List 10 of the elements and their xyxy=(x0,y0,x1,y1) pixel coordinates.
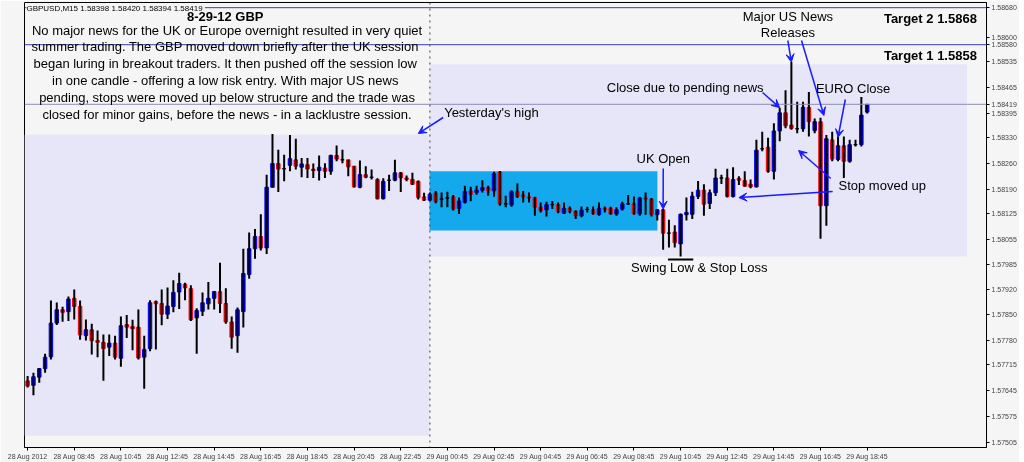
ref-line-label: Target 2 1.5868 xyxy=(883,10,977,26)
ref-line-label: Target 1 1.5858 xyxy=(883,47,977,63)
annotation: Close due to pending news xyxy=(606,80,765,95)
annotation: Stop moved up xyxy=(838,178,926,193)
annotation: UK Open xyxy=(636,151,690,166)
annotation: Major US News Releases xyxy=(742,9,834,40)
annotation: Swing Low & Stop Loss xyxy=(630,260,769,275)
annotation: EURO Close xyxy=(815,81,891,96)
chart-subtitle: GBPUSD,M15 1.58398 1.58420 1.58394 1.58419 xyxy=(26,3,204,13)
annotation: Yesterday's high xyxy=(444,105,539,120)
